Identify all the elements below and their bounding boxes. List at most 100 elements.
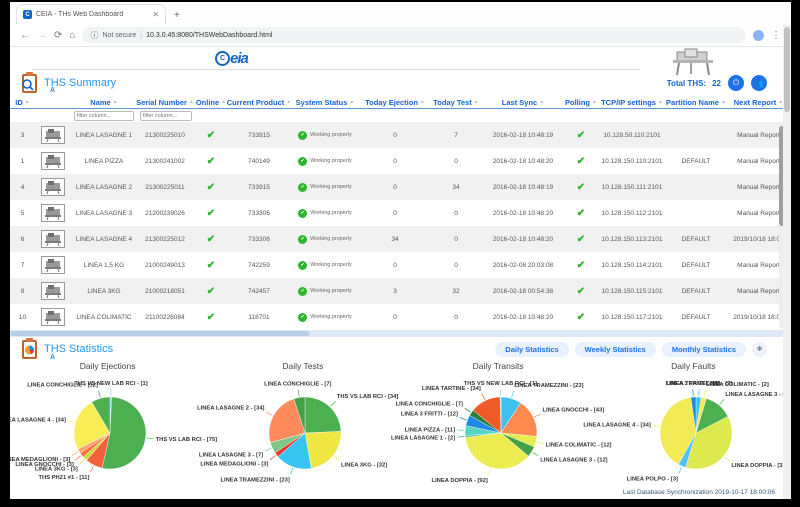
sort-caret-icon[interactable]: ▲ <box>473 99 479 105</box>
home-icon[interactable]: ⌂ <box>69 29 76 41</box>
pie-slice[interactable] <box>685 416 732 470</box>
polling-check-icon: ✔ <box>576 155 586 167</box>
cell-status: ✔ Working properly <box>289 174 361 200</box>
column-header-tcp-ip-settings[interactable]: TCP/IP settings ▲ <box>601 97 663 107</box>
table-horizontal-scrollbar[interactable] <box>10 330 791 337</box>
cell-partition: DEFAULT <box>681 157 711 165</box>
url-field[interactable]: ⓘ Not secure | 10.3.0.45:8080/THSWebDash… <box>82 27 746 43</box>
cell-id: 6 <box>20 235 25 243</box>
column-header-system-status[interactable]: System Status ▲ <box>295 97 355 107</box>
cell-last_sync: 2016-02-18 10:48:20 <box>492 235 554 243</box>
sort-caret-icon[interactable]: ▲ <box>112 99 118 105</box>
column-header-online[interactable]: Online ▲ <box>195 97 227 107</box>
cell-thumbnail <box>35 148 71 174</box>
pie-slice[interactable] <box>73 401 111 450</box>
monthly-statistics-button[interactable]: Monthly Statistics <box>661 341 746 357</box>
label-leader-line <box>536 441 544 445</box>
column-header-name[interactable]: Name ▲ <box>90 97 118 107</box>
menu-kebab-icon[interactable]: ⋮ <box>771 29 781 41</box>
table-row[interactable]: 8 LINEA 3KG 21000218051 ✔ 742457 ✔ Working pr… <box>10 278 791 304</box>
column-header-id[interactable]: ID ▲ <box>15 97 30 107</box>
pie-slice[interactable] <box>659 397 696 465</box>
charts-row: Daily Ejections THS VS NEW LAB RCI - [1]… <box>10 361 791 489</box>
sort-caret-icon[interactable]: ▲ <box>24 99 30 105</box>
column-header-next-report[interactable]: Next Report ▲ <box>733 97 784 107</box>
table-row[interactable]: 7 LINEA 1,5 KG 21000249013 ✔ 742259 ✔ Working… <box>10 252 791 278</box>
statistics-more-button[interactable]: ✱ <box>752 341 767 357</box>
cell-product: 733306 <box>248 209 270 217</box>
cell-today_ejection: 0 <box>393 131 397 139</box>
pie-slice[interactable] <box>305 396 342 434</box>
new-tab-button[interactable]: + <box>174 10 180 21</box>
back-icon[interactable]: ← <box>20 29 30 41</box>
sort-caret-icon[interactable]: ▲ <box>419 99 425 105</box>
pie-label: LINEA LASAGNE 3 - [12] <box>540 458 607 464</box>
pie-slice[interactable] <box>305 431 342 469</box>
group-action-button[interactable]: 👥 <box>751 75 767 91</box>
column-header-last-sync[interactable]: Last Sync ▲ <box>501 97 545 107</box>
tab-bar: C CEIA - THs Web Dashboard ✕ + <box>10 2 791 24</box>
column-header-partition-name[interactable]: Partition Name ▲ <box>666 97 726 107</box>
sort-caret-icon[interactable]: ▲ <box>657 99 663 105</box>
tab-close-icon[interactable]: ✕ <box>152 10 159 19</box>
pie-label: LINEA DOPPIA - [92] <box>431 478 487 484</box>
machine-thumbnail-icon <box>45 232 61 246</box>
user-action-button[interactable]: ⏻ <box>728 75 744 91</box>
table-row[interactable]: 5 LINEA LASAGNE 3 21200239026 ✔ 733306 ✔ Work… <box>10 200 791 226</box>
pie-slice[interactable] <box>499 396 501 434</box>
column-header-serial-number[interactable]: Serial Number ▲ <box>136 97 194 107</box>
table-vertical-scrollbar[interactable] <box>779 124 785 328</box>
cell-last_sync: 2016-02-18 00:54:38 <box>492 287 554 295</box>
column-header-current-product[interactable]: Current Product ▲ <box>226 97 292 107</box>
cell-product: 118701 <box>248 313 270 321</box>
table-row[interactable]: 6 LINEA LASAGNE 4 21300225012 ✔ 733306 ✔ Work… <box>10 226 791 252</box>
page-scrollbar-thumb[interactable] <box>784 27 790 112</box>
table-row[interactable]: 10 LINEA COLIMATIC 21100226084 ✔ 118701 ✔ Wor… <box>10 304 791 330</box>
pie-slice[interactable] <box>101 396 147 470</box>
serial-filter-input[interactable] <box>140 111 192 121</box>
table-row[interactable]: 3 LINEA LASAGNE 1 21300225010 ✔ 733915 ✔ Work… <box>10 122 791 148</box>
table-header: ID ▲ Name ▲ Serial Number ▲ Online ▲ Current Pro… <box>10 96 791 122</box>
forward-icon[interactable]: → <box>37 29 47 41</box>
sort-caret-icon[interactable]: ▲ <box>188 99 194 105</box>
column-header-today-ejection[interactable]: Today Ejection ▲ <box>365 97 425 107</box>
pie-label: THS VS NEW LAB RCI - [1] <box>74 381 147 387</box>
ths-summary-icon <box>22 72 37 93</box>
sort-caret-icon[interactable]: ▲ <box>592 99 597 105</box>
polling-check-icon: ✔ <box>576 259 586 271</box>
sort-caret-icon[interactable]: ▲ <box>720 99 726 105</box>
cell-today_test: 0 <box>454 235 458 243</box>
pie-slice[interactable] <box>91 396 111 434</box>
sort-caret-icon[interactable]: ▲ <box>349 99 355 105</box>
weekly-statistics-button[interactable]: Weekly Statistics <box>574 341 656 357</box>
pie-slice[interactable] <box>293 396 306 434</box>
cell-next_report: Manual Report <box>737 287 780 295</box>
cell-partition: DEFAULT <box>681 261 711 269</box>
browser-tab[interactable]: C CEIA - THs Web Dashboard ✕ <box>16 4 166 24</box>
pie-slice[interactable] <box>269 398 306 443</box>
name-filter-input[interactable] <box>74 111 134 121</box>
cell-today_test: 7 <box>454 131 458 139</box>
cell-online: ✔ <box>193 304 229 330</box>
sort-caret-icon[interactable]: ▲ <box>778 99 784 105</box>
table-row[interactable]: 1 LINEA PIZZA 21300241002 ✔ 740149 ✔ Working … <box>10 148 791 174</box>
ths-summary-title: THS Summary <box>44 77 117 89</box>
sort-caret-icon[interactable]: ▲ <box>221 99 227 105</box>
profile-avatar[interactable] <box>753 29 764 41</box>
pie-slice[interactable] <box>690 396 696 434</box>
cell-partition <box>665 174 727 200</box>
table-row[interactable]: 4 LINEA LASAGNE 2 21300225011 ✔ 733915 ✔ Work… <box>10 174 791 200</box>
column-header-today-test[interactable]: Today Test ▲ <box>433 97 479 107</box>
sort-caret-icon[interactable]: ▲ <box>539 99 545 105</box>
daily-statistics-button[interactable]: Daily Statistics <box>495 341 569 357</box>
table-vscroll-thumb[interactable] <box>779 126 785 226</box>
site-info-icon[interactable]: ⓘ <box>90 30 99 40</box>
column-header-polling[interactable]: Polling ▲ <box>565 97 597 107</box>
hscroll-thumb[interactable] <box>10 331 310 336</box>
pie-slice[interactable] <box>464 432 529 470</box>
sort-caret-icon[interactable]: ▲ <box>286 99 292 105</box>
cell-name: LINEA LASAGNE 3 <box>75 209 133 217</box>
page-scrollbar[interactable] <box>783 25 791 499</box>
refresh-icon[interactable]: ⟳ <box>54 29 63 41</box>
cell-status: ✔ Working properly <box>289 252 361 278</box>
